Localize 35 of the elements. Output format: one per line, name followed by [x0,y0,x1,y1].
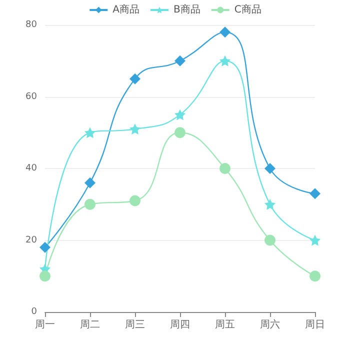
point [264,198,276,210]
point [130,124,140,135]
point [84,177,96,188]
point [310,188,320,200]
point [310,234,320,246]
x-tick-label: 周六 [260,318,280,330]
y-tick-label: 80 [26,20,38,30]
point [310,270,320,282]
x-tick-label: 周五 [215,320,235,330]
point [220,55,230,66]
point [174,109,186,120]
point [40,270,50,282]
point [220,26,230,38]
legend-label: A商品 [112,4,140,16]
legend-label: C商品 [234,4,262,16]
point [130,73,140,84]
x-tick-label: 周三 [125,320,145,330]
y-tick-label: 0 [31,307,38,317]
y-tick-label: 20 [26,235,38,246]
point [130,195,140,206]
point [174,55,186,66]
point [220,163,230,174]
point [40,242,50,253]
point [174,127,186,138]
x-tick-label: 周日 [305,320,325,330]
point [264,163,276,174]
x-tick-label: 周四 [170,320,190,330]
point [84,127,96,138]
x-tick-label: 周二 [80,320,100,330]
y-tick-label: 40 [26,164,38,174]
x-tick-label: 周一 [35,320,55,330]
point [84,198,96,210]
y-tick-label: 60 [26,92,38,102]
legend-label: B商品 [174,4,200,16]
point [264,234,276,246]
